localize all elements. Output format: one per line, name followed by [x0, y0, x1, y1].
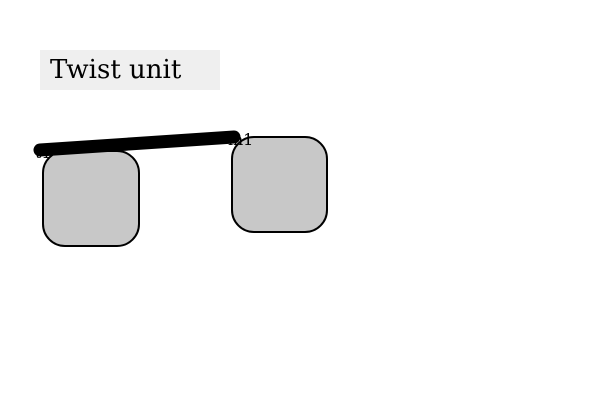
right-node[interactable] [231, 136, 328, 233]
left-node[interactable] [42, 150, 140, 247]
twist-link[interactable] [33, 130, 241, 157]
diagram-title: Twist unit [50, 55, 182, 85]
link-end-label: m1 [228, 130, 253, 149]
link-start-label: t1 [35, 143, 52, 162]
title-box: Twist unit [40, 50, 220, 90]
